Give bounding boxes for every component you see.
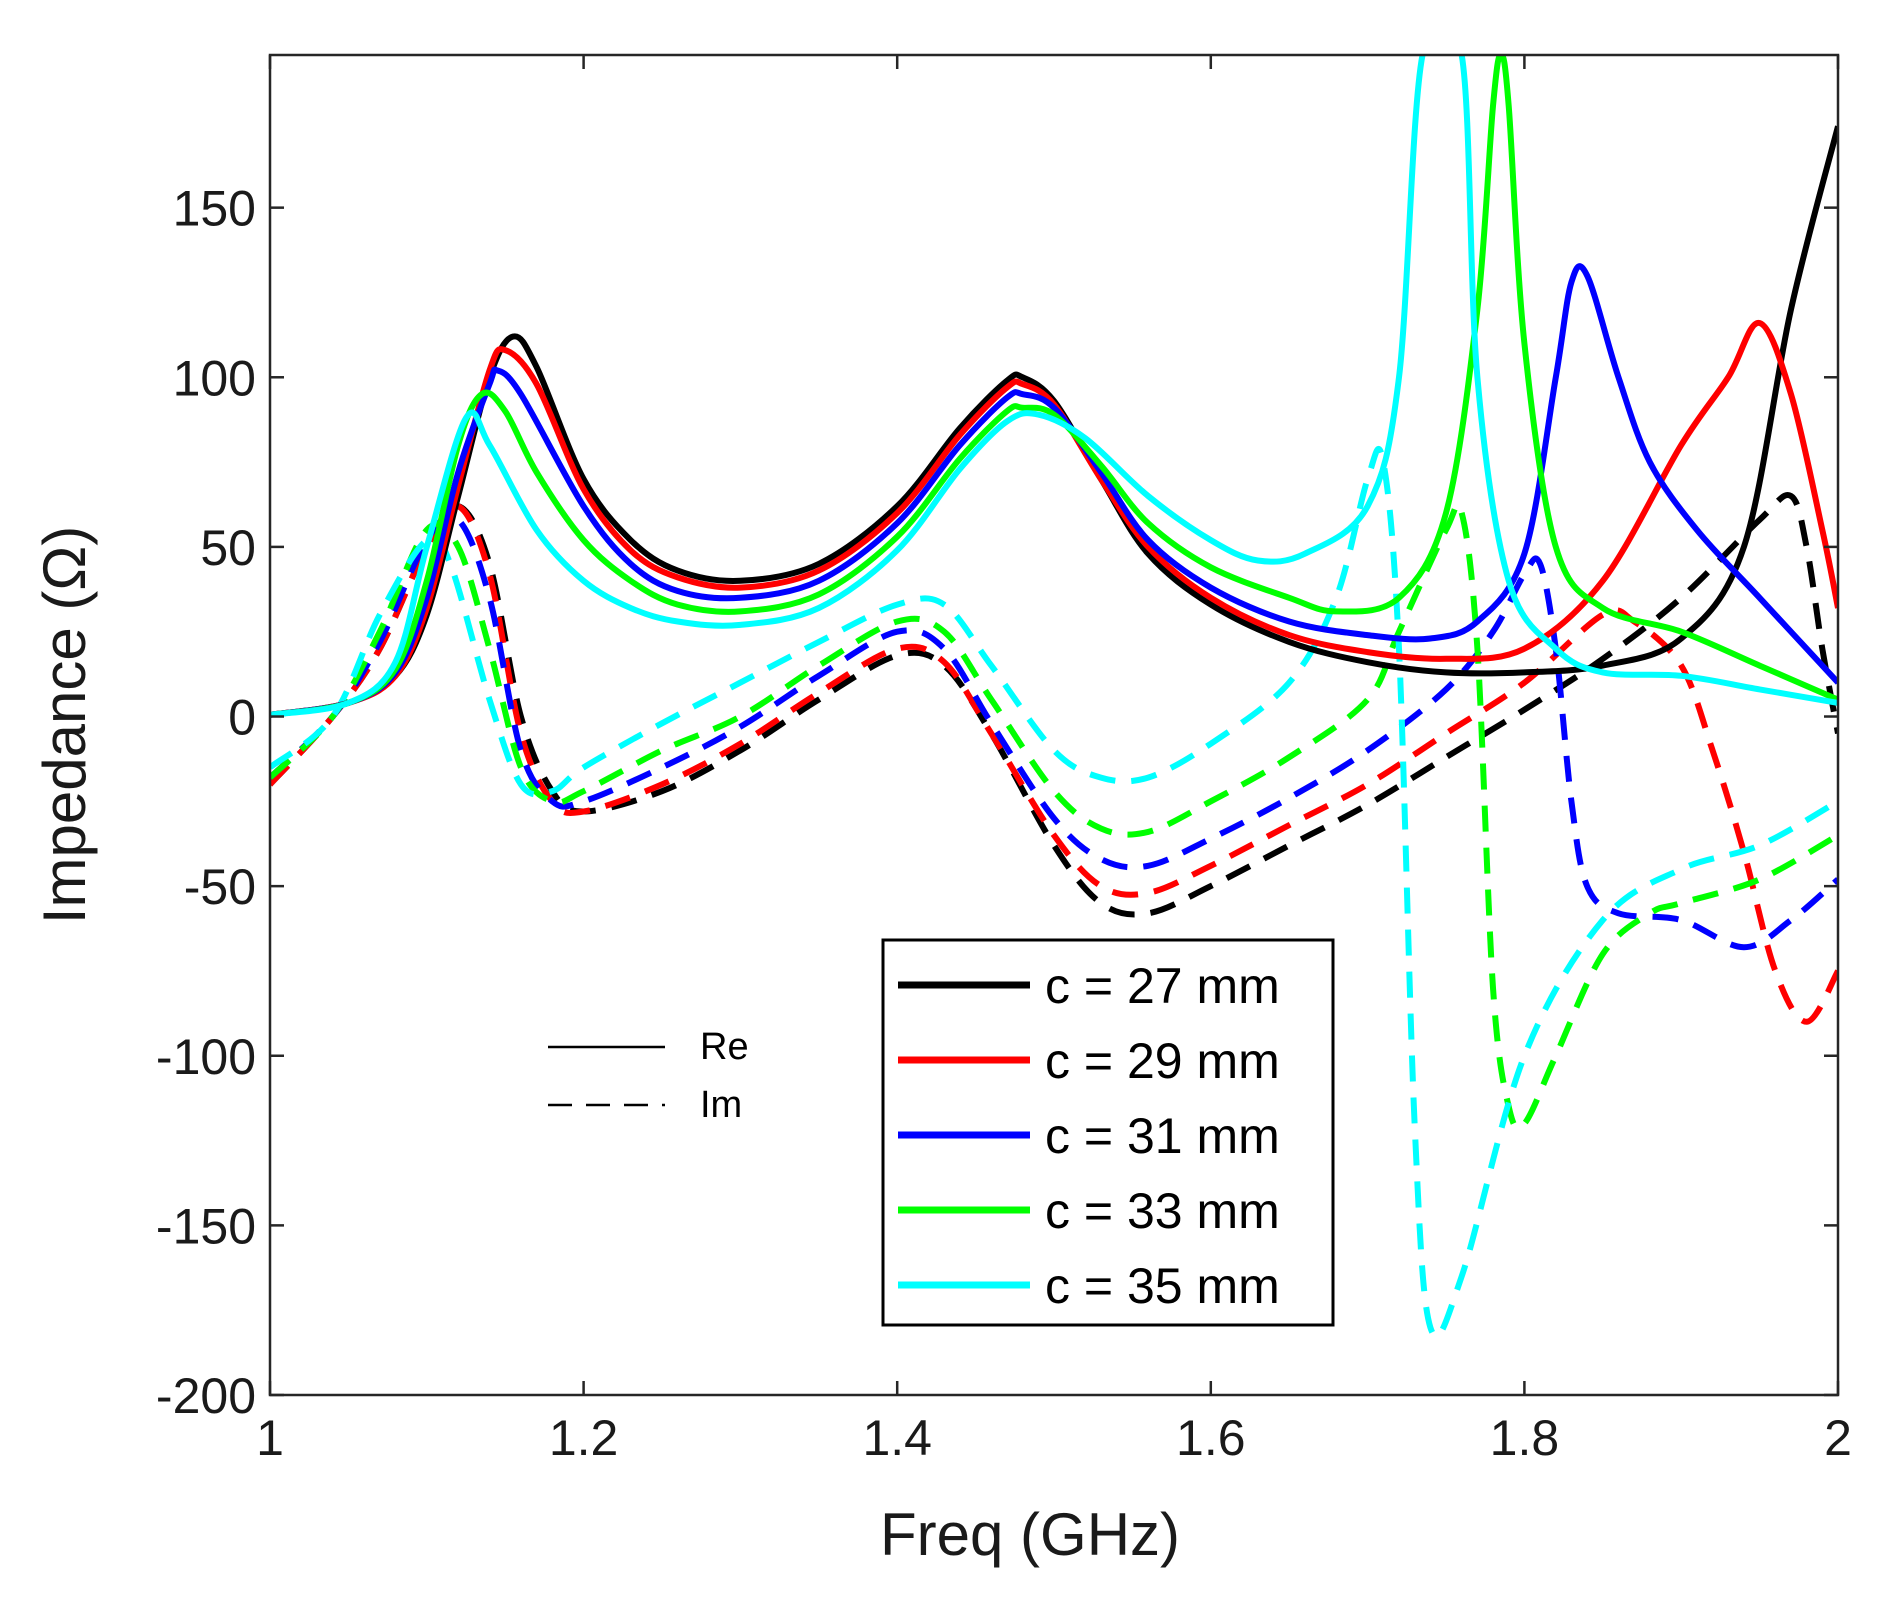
y-tick-label: 100 <box>173 350 256 406</box>
series-c-31-mm-re-line <box>270 263 1838 718</box>
series-c-35-mm-im-line <box>270 445 1838 1340</box>
legend: c = 27 mm c = 29 mm c = 31 mm c = 33 mm c = … <box>881 938 1335 1327</box>
legend-label-c-35-mm: c = 35 mm <box>1045 1258 1280 1314</box>
style-legend-re-label: Re <box>700 1026 749 1068</box>
axes: 1 1.2 1.4 1.6 1.8 2 -200 -150 -100 -50 0 50 100 150 <box>156 53 1852 1466</box>
legend-label-c-31-mm: c = 31 mm <box>1045 1108 1280 1164</box>
y-tick-label: -150 <box>156 1198 256 1254</box>
x-tick-label: 1 <box>256 1410 284 1466</box>
y-tick-label: -50 <box>184 859 256 915</box>
line-style-legend: Re Im <box>548 1026 749 1126</box>
series-curves <box>270 55 1838 1340</box>
plot-frame <box>268 53 1840 1397</box>
y-tick-label: 150 <box>173 181 256 237</box>
x-axis-title: Freq (GHz) <box>880 1501 1180 1568</box>
series-c-29-mm-re-line <box>270 320 1838 718</box>
y-tick-label: 50 <box>200 520 256 576</box>
y-tick-label: -200 <box>156 1368 256 1424</box>
style-legend-im-label: Im <box>700 1084 742 1126</box>
y-axis-title: Impedance (Ω) <box>31 526 98 924</box>
y-tick-label: -100 <box>156 1029 256 1085</box>
legend-label-c-27-mm: c = 27 mm <box>1045 958 1280 1014</box>
x-tick-label: 2 <box>1824 1410 1852 1466</box>
y-tick-label: 0 <box>228 690 256 746</box>
legend-label-c-29-mm: c = 29 mm <box>1045 1033 1280 1089</box>
x-tick-label: 1.8 <box>1490 1410 1560 1466</box>
series-c-31-mm-im-line <box>270 513 1838 951</box>
series-c-33-mm-re-line <box>270 55 1838 718</box>
series-c-33-mm-im-line <box>270 501 1838 1131</box>
x-tick-label: 1.4 <box>862 1410 932 1466</box>
x-tick-label: 1.2 <box>549 1410 619 1466</box>
x-tick-label: 1.6 <box>1176 1410 1246 1466</box>
legend-label-c-33-mm: c = 33 mm <box>1045 1183 1280 1239</box>
series-c-35-mm-re-line <box>270 55 1838 718</box>
